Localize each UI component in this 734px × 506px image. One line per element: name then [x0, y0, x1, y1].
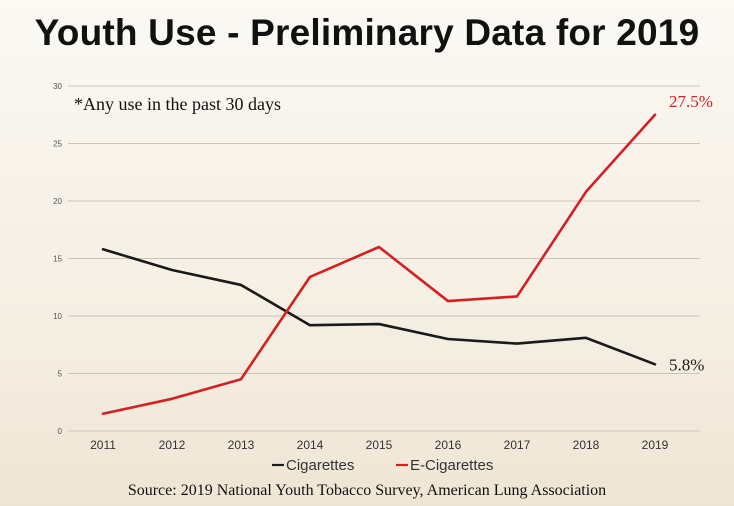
x-tick-label: 2016 — [435, 438, 462, 452]
x-tick-label: 2012 — [159, 438, 186, 452]
x-axis-ticks: 2011 2012 2013 2014 2015 2016 2017 2018 2019 — [90, 438, 669, 452]
end-label: 27.5% — [669, 92, 713, 111]
end-label: 5.8% — [669, 355, 704, 374]
y-tick-label: 0 — [58, 427, 63, 436]
x-tick-label: 2011 — [90, 438, 116, 452]
grid-lines — [68, 85, 700, 432]
y-tick-label: 10 — [53, 312, 62, 321]
series-lines — [101, 113, 657, 416]
legend-label: Cigarettes — [286, 457, 354, 474]
x-tick-label: 2017 — [504, 438, 531, 452]
legend: Cigarettes E-Cigarettes — [272, 457, 493, 474]
x-tick-label: 2019 — [642, 438, 669, 452]
series-line-e-cigarettes — [101, 113, 657, 416]
y-tick-label: 15 — [53, 255, 62, 264]
y-tick-label: 30 — [53, 82, 62, 91]
y-tick-label: 5 — [58, 370, 63, 379]
x-tick-label: 2015 — [366, 438, 393, 452]
x-tick-label: 2013 — [228, 438, 255, 452]
x-tick-label: 2018 — [573, 438, 600, 452]
x-tick-label: 2014 — [297, 438, 324, 452]
y-tick-label: 20 — [53, 197, 62, 206]
series-line-cigarettes — [101, 248, 657, 366]
end-labels: 5.8% 27.5% — [669, 92, 713, 375]
chart-title: Youth Use - Preliminary Data for 2019 — [34, 12, 700, 53]
y-axis-ticks: 0 5 10 15 20 25 30 — [53, 82, 62, 436]
chart-annotation: *Any use in the past 30 days — [74, 94, 281, 114]
y-tick-label: 25 — [53, 140, 62, 149]
source-note: Source: 2019 National Youth Tobacco Surv… — [127, 482, 607, 499]
legend-label: E-Cigarettes — [410, 457, 493, 474]
